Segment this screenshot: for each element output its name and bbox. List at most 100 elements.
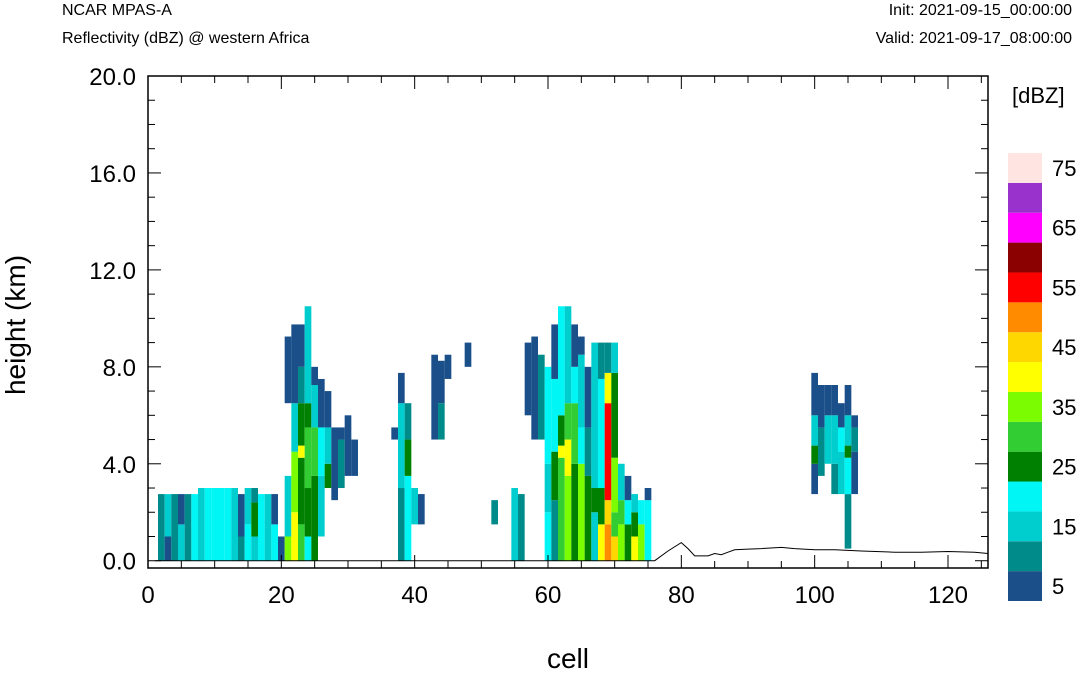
model-title: NCAR MPAS-A xyxy=(62,2,172,19)
reflectivity-cell xyxy=(304,306,312,404)
reflectivity-cell xyxy=(271,494,278,525)
reflectivity-cell xyxy=(584,427,592,476)
y-tick-label: 20.0 xyxy=(89,64,136,91)
reflectivity-cell xyxy=(304,488,312,537)
x-tick-label: 80 xyxy=(668,582,695,609)
reflectivity-cell xyxy=(811,463,818,495)
reflectivity-cell xyxy=(591,342,598,489)
reflectivity-cell xyxy=(264,494,272,561)
reflectivity-cell xyxy=(324,463,332,489)
reflectivity-cell xyxy=(438,360,445,404)
reflectivity-cell xyxy=(544,366,552,464)
reflectivity-cell xyxy=(164,536,172,561)
reflectivity-cell xyxy=(551,324,558,379)
y-tick-label: 8.0 xyxy=(103,355,136,382)
reflectivity-cell xyxy=(318,378,325,428)
reflectivity-cell xyxy=(251,502,258,537)
reflectivity-cell xyxy=(251,536,258,561)
reflectivity-cell xyxy=(811,445,818,464)
reflectivity-cell xyxy=(391,427,398,440)
reflectivity-cell xyxy=(524,342,532,416)
reflectivity-cell xyxy=(851,451,858,495)
reflectivity-cell xyxy=(811,415,818,446)
reflectivity-cell xyxy=(844,415,852,446)
reflectivity-cell xyxy=(298,445,305,458)
reflectivity-cell xyxy=(604,342,612,373)
reflectivity-cell xyxy=(638,500,645,525)
reflectivity-cell xyxy=(844,445,852,458)
reflectivity-cell xyxy=(278,536,285,561)
axis-ticks: 0 20 40 60 80 100 120 0.0 4.0 8.0 12.0 16.0 20.0 xyxy=(89,64,988,609)
reflectivity-cell xyxy=(611,536,618,561)
reflectivity-cell xyxy=(838,451,845,495)
reflectivity-cell xyxy=(571,463,578,561)
colorbar-swatch xyxy=(1008,391,1042,422)
reflectivity-cell xyxy=(244,488,252,525)
reflectivity-cell xyxy=(618,524,625,561)
reflectivity-cell xyxy=(578,354,585,428)
reflectivity-cell xyxy=(831,415,838,464)
reflectivity-cell xyxy=(644,488,652,501)
reflectivity-cell xyxy=(831,385,838,416)
reflectivity-cell xyxy=(251,488,258,503)
reflectivity-cell xyxy=(158,494,165,561)
reflectivity-cell xyxy=(851,427,858,452)
y-tick-label: 16.0 xyxy=(89,161,136,188)
reflectivity-cell xyxy=(438,403,445,440)
reflectivity-cell xyxy=(231,488,238,561)
reflectivity-cell xyxy=(344,415,352,476)
reflectivity-cell xyxy=(598,378,605,489)
reflectivity-cell xyxy=(291,403,298,452)
reflectivity-cell xyxy=(398,488,405,561)
x-tick-label: 100 xyxy=(795,582,835,609)
colorbar: 5 15 25 35 45 55 65 75 xyxy=(1008,153,1076,601)
reflectivity-cell xyxy=(558,415,565,446)
reflectivity-cell xyxy=(584,366,592,428)
colorbar-swatch xyxy=(1008,481,1042,512)
reflectivity-cell xyxy=(564,475,572,561)
reflectivity-cell xyxy=(331,427,338,501)
reflectivity-cell xyxy=(564,439,572,476)
colorbar-label: 15 xyxy=(1052,514,1076,539)
colorbar-title: [dBZ] xyxy=(1012,83,1065,108)
colorbar-label: 75 xyxy=(1052,156,1076,181)
reflectivity-cell xyxy=(618,463,625,501)
y-tick-label: 12.0 xyxy=(89,258,136,285)
reflectivity-cell xyxy=(324,391,332,428)
reflectivity-cell xyxy=(838,427,845,452)
reflectivity-cell xyxy=(284,336,292,404)
reflectivity-cell xyxy=(191,494,198,561)
reflectivity-cell xyxy=(578,463,585,561)
y-axis-label: height (km) xyxy=(0,255,31,395)
reflectivity-cell xyxy=(811,372,818,416)
reflectivity-cell xyxy=(818,385,825,428)
reflectivity-cell xyxy=(291,512,298,561)
reflectivity-cell xyxy=(611,372,618,458)
colorbar-swatch xyxy=(1008,212,1042,243)
colorbar-swatch xyxy=(1008,421,1042,452)
reflectivity-cell xyxy=(584,475,592,561)
reflectivity-cell xyxy=(604,500,612,525)
reflectivity-cell xyxy=(598,488,605,525)
reflectivity-cell xyxy=(271,524,278,561)
reflectivity-cell xyxy=(218,488,225,561)
reflectivity-cell xyxy=(211,488,218,561)
colorbar-label: 35 xyxy=(1052,395,1076,420)
reflectivity-cell xyxy=(618,500,625,525)
reflectivity-cell xyxy=(204,488,212,561)
reflectivity-cell xyxy=(551,378,558,452)
reflectivity-cell xyxy=(184,494,192,561)
reflectivity-cell xyxy=(851,415,858,428)
reflectivity-cell xyxy=(298,457,305,525)
colorbar-label: 5 xyxy=(1052,574,1064,599)
reflectivity-cell xyxy=(591,512,598,561)
reflectivity-cell xyxy=(631,494,638,513)
x-axis-label: cell xyxy=(547,643,589,674)
reflectivity-cell xyxy=(604,372,612,404)
reflectivity-cell xyxy=(444,354,452,379)
x-tick-label: 40 xyxy=(401,582,428,609)
reflectivity-cell xyxy=(544,463,552,513)
reflectivity-cell xyxy=(418,494,425,525)
reflectivity-cell xyxy=(824,415,832,464)
